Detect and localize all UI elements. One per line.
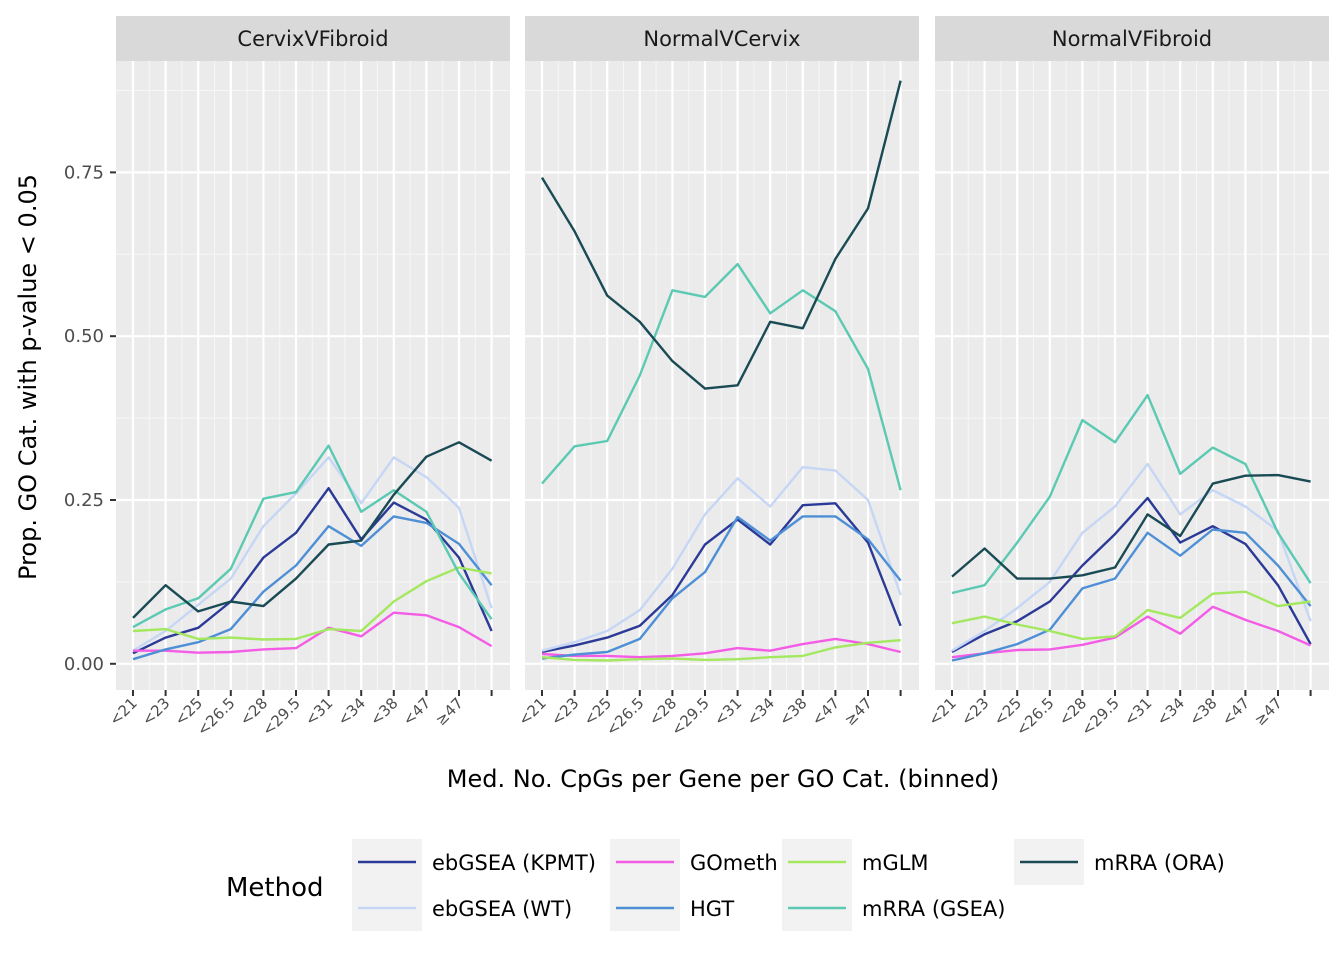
x-tick-label: <23 [138,694,173,729]
legend-item-gometh: GOmeth [610,839,778,885]
series-line-mrra-gsea [541,262,902,491]
series-line-mrra-ora [132,441,493,619]
legend-item-mrra-gsea: mRRA (GSEA) [782,885,1005,931]
x-tick-label: <21 [106,694,141,729]
legend-item-ebgsea-kpmt: ebGSEA (KPMT) [352,839,596,885]
x-tick-label: <34 [334,694,369,729]
y-axis: 0.00 0.25 0.50 0.75 [64,162,116,675]
y-tick-label: 0.00 [64,654,104,675]
legend-label: HGT [690,897,734,921]
x-tick-label: <47 [399,694,434,729]
y-tick-label: 0.50 [64,326,104,347]
legend-item-ebgsea-wt: ebGSEA (WT) [352,885,572,931]
facet-strip-label: NormalVCervix [643,27,800,51]
x-tick-label: <26.5 [602,694,647,739]
x-tick-label: <26.5 [193,694,238,739]
series-line-mglm [541,639,901,662]
series-line-gometh [951,605,1312,659]
x-tick-label: <29.5 [668,694,713,739]
x-tick-label: <23 [957,694,992,729]
legend-label: mRRA (GSEA) [862,897,1005,921]
series-line-hgt [951,528,1312,662]
x-axis-title: Med. No. CpGs per Gene per GO Cat. (binn… [447,765,999,793]
series-line-ebgsea-wt [951,462,1312,652]
x-tick-label: <29.5 [259,694,304,739]
panel-background [525,61,919,690]
x-tick-label: <21 [925,694,960,729]
legend-item-hgt: HGT [610,885,734,931]
y-tick-label: 0.25 [64,490,104,511]
legend-label: mGLM [862,851,929,875]
x-tick-label: <34 [1153,694,1188,729]
y-axis-title: Prop. GO Cat. with p-value < 0.05 [14,174,42,580]
series-line-ebgsea-wt [541,466,902,652]
x-tick-label: <47 [1218,694,1253,729]
legend-title: Method [226,873,324,903]
series-line-ebgsea-kpmt [541,502,902,654]
series-line-ebgsea-wt [132,456,493,652]
series-line-gometh [541,637,901,659]
legend-label: ebGSEA (WT) [432,897,572,921]
x-tick-label: <26.5 [1012,694,1057,739]
x-tick-label: <47 [808,694,843,729]
x-tick-label: <21 [515,694,550,729]
x-tick-label: <31 [710,694,745,729]
panel-background [116,61,510,690]
legend-label: GOmeth [690,851,778,875]
series-line-hgt [541,515,902,660]
legend: Method ebGSEA (KPMT) ebGSEA (WT) GOmeth HGT… [226,839,1225,931]
facet-strip-label: CervixVFibroid [237,27,388,51]
x-tick-label: <34 [743,694,778,729]
panel-background [935,61,1329,690]
legend-label: mRRA (ORA) [1094,851,1225,875]
series-line-mrra-gsea [132,444,493,629]
series-line-mglm [132,566,492,641]
facet-strip [116,16,510,61]
x-tick-label: <38 [776,694,811,729]
facet-strip-label: NormalVFibroid [1052,27,1212,51]
legend-item-mrra-ora: mRRA (ORA) [1014,839,1225,885]
panel-cervixvfibroid: CervixVFibroid<21<23<25<26.5<28<29.5<31<… [106,16,510,739]
x-tick-label: <31 [1120,694,1155,729]
series-line-mrra-ora [540,80,902,390]
series-line-mglm [951,590,1311,641]
legend-label: ebGSEA (KPMT) [432,851,596,875]
y-tick-label: 0.75 [64,162,104,183]
series-line-mrra-ora [951,473,1311,580]
panel-normalvfibroid: NormalVFibroid<21<23<25<26.5<28<29.5<31<… [925,16,1329,739]
x-tick-label: ≥47 [1251,694,1286,729]
x-tick-label: <31 [301,694,336,729]
facet-strip [525,16,919,61]
x-tick-label: <29.5 [1078,694,1123,739]
series-line-hgt [132,515,493,661]
facet-strip [935,16,1329,61]
x-tick-label: <38 [1186,694,1221,729]
series-line-gometh [133,611,493,654]
legend-item-mglm: mGLM [782,839,929,885]
x-tick-label: <23 [547,694,582,729]
x-tick-label: ≥47 [841,694,876,729]
x-tick-label: <38 [367,694,402,729]
panel-normalvcervix: NormalVCervix<21<23<25<26.5<28<29.5<31<3… [515,16,919,739]
x-tick-label: ≥47 [432,694,467,729]
chart-panels: CervixVFibroid<21<23<25<26.5<28<29.5<31<… [106,16,1329,739]
